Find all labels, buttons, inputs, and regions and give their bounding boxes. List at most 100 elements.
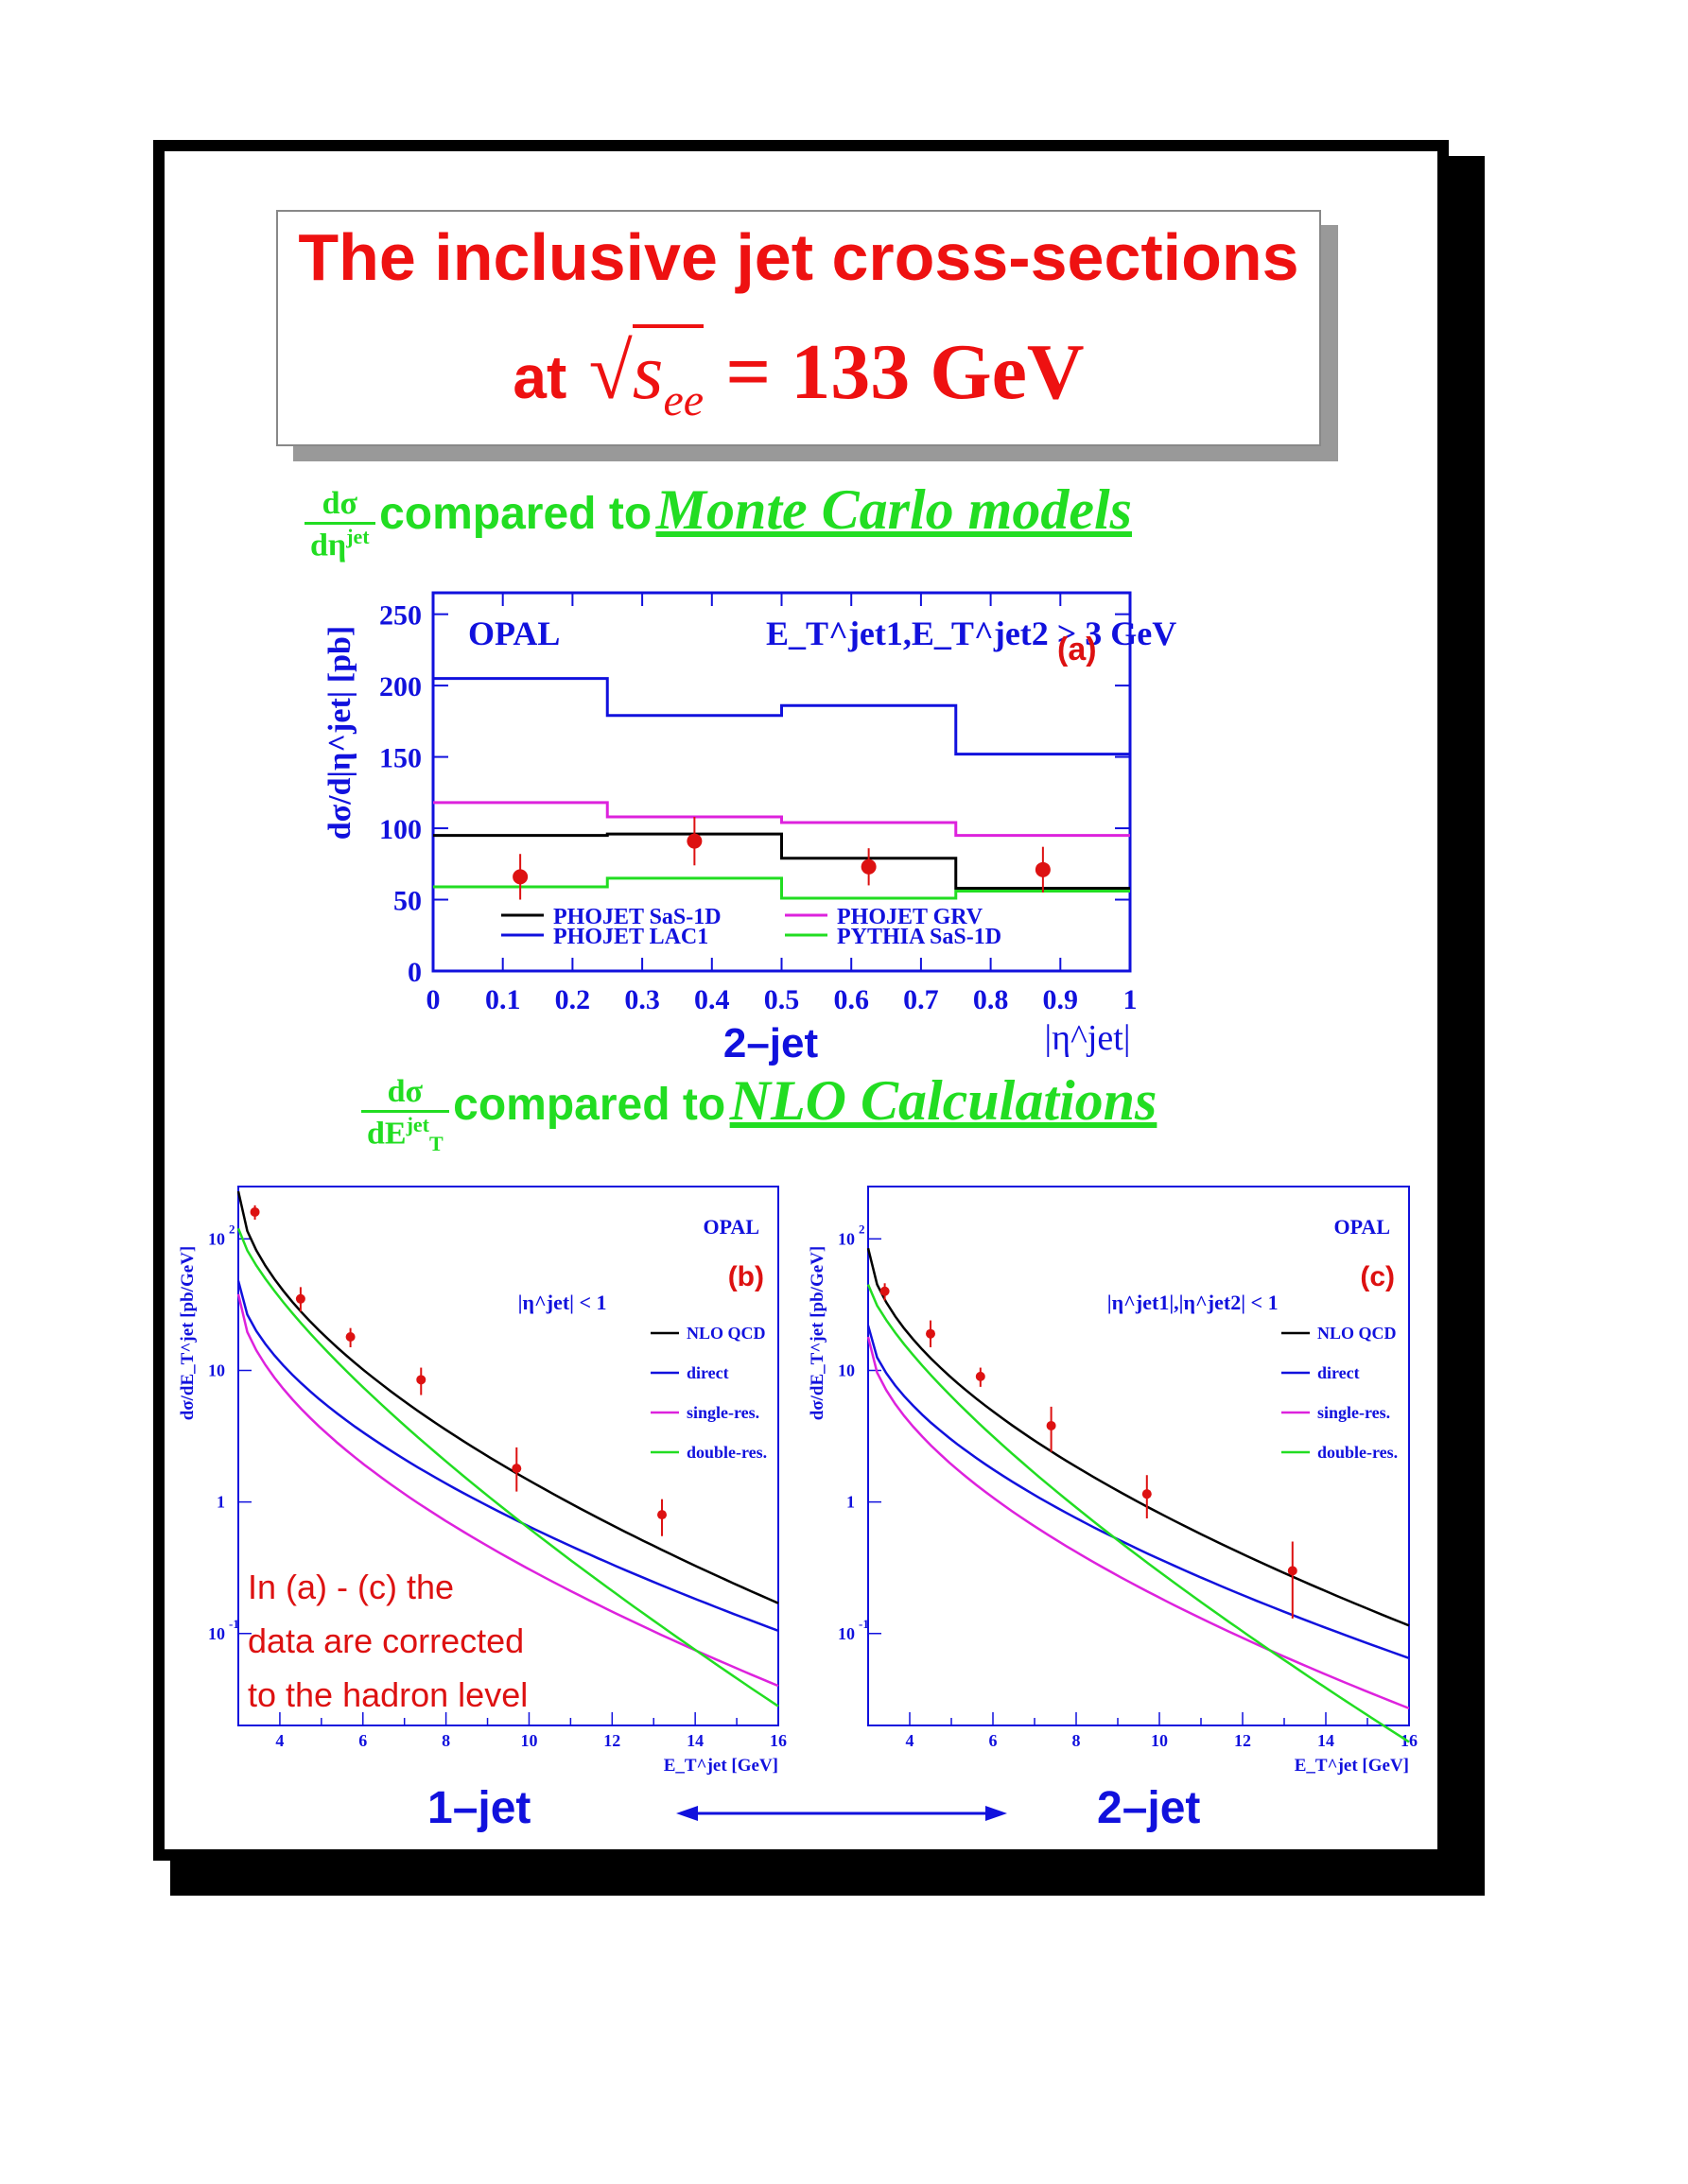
experiment-label: OPAL xyxy=(468,615,560,652)
x-axis-label: |η^jet| xyxy=(1045,1018,1131,1058)
data-point xyxy=(1046,1420,1056,1430)
legend-label: single-res. xyxy=(687,1403,759,1422)
x-tick-label: 8 xyxy=(1072,1731,1081,1750)
cut-label: |η^jet1|,|η^jet2| < 1 xyxy=(1107,1291,1279,1314)
x-tick-label: 0 xyxy=(426,984,441,1015)
footnote: In (a) - (c) the data are corrected to t… xyxy=(248,1560,528,1722)
x-tick-label: 0.3 xyxy=(624,984,660,1015)
cut-label: |η^jet| < 1 xyxy=(518,1291,607,1314)
x-tick-label: 0.6 xyxy=(833,984,869,1015)
x-axis-label: E_T^jet [GeV] xyxy=(664,1756,778,1776)
label-1jet: 1–jet xyxy=(427,1783,531,1833)
legend-label: PHOJET SaS-1D xyxy=(553,905,722,929)
legend-label: NLO QCD xyxy=(687,1324,766,1343)
y-tick-label: 100 xyxy=(379,814,422,845)
series-phojet-sas-1d xyxy=(433,832,1130,890)
subheading-mc: dσ dηjet compared to Monte Carlo models xyxy=(305,477,1132,563)
x-tick-label: 10 xyxy=(1151,1731,1168,1750)
frac-den-var: dη xyxy=(310,527,347,563)
y-tick-label: 250 xyxy=(379,600,422,632)
x-tick-label: 1 xyxy=(1123,984,1138,1015)
label-2jet: 2–jet xyxy=(1097,1783,1201,1833)
legend-label: double-res. xyxy=(687,1443,767,1462)
y-tick-exp: 2 xyxy=(229,1222,235,1236)
data-point xyxy=(657,1510,668,1520)
series-nlo-qcd xyxy=(236,1190,779,1604)
y-axis-label: dσ/dE_T^jet [pb/GeV] xyxy=(178,1246,198,1420)
subheading-emph: Monte Carlo models xyxy=(655,478,1132,541)
panel-label: (c) xyxy=(1360,1261,1395,1292)
footnote-line1: In (a) - (c) the xyxy=(248,1568,455,1606)
cut-label: E_T^jet1,E_T^jet2 > 3 GeV xyxy=(766,615,1176,652)
y-tick-label: 10 xyxy=(838,1229,855,1248)
y-tick-label: 10 xyxy=(838,1361,855,1379)
y-tick-exp: 2 xyxy=(859,1222,865,1236)
x-tick-label: 0.8 xyxy=(973,984,1009,1015)
frac-num: dσ xyxy=(305,486,375,525)
series-double-res- xyxy=(866,1284,1410,1743)
frac-den-var: dE xyxy=(367,1116,407,1152)
subheading-nlo: dσ dEjetT compared to NLO Calculations xyxy=(361,1068,1157,1156)
data-point xyxy=(513,869,529,885)
x-tick-label: 4 xyxy=(275,1731,284,1750)
frac-den: dηjet xyxy=(305,525,375,563)
data-point xyxy=(295,1293,305,1304)
y-tick-label: 10 xyxy=(208,1624,225,1643)
frac-dsigma-deta: dσ dηjet xyxy=(305,486,375,563)
series-double-res- xyxy=(236,1227,779,1707)
sqrt-sub: ee xyxy=(663,374,705,425)
series-single-res- xyxy=(866,1336,1410,1710)
data-point xyxy=(416,1375,426,1385)
subheading-text: compared to xyxy=(379,489,653,539)
x-tick-label: 0.9 xyxy=(1043,984,1079,1015)
experiment-label: OPAL xyxy=(1334,1215,1390,1239)
arrow-head-left xyxy=(676,1806,698,1821)
x-tick-label: 16 xyxy=(770,1731,787,1750)
x-tick-label: 8 xyxy=(442,1731,450,1750)
frac-den-sup: jet xyxy=(346,524,370,548)
footnote-line3: to the hadron level xyxy=(248,1675,529,1714)
sqrt-radicand: see xyxy=(632,324,705,425)
title-line1: The inclusive jet cross-sections xyxy=(298,220,1299,294)
series-direct xyxy=(236,1280,779,1632)
frac-den-sup: jet xyxy=(406,1113,430,1137)
y-tick-exp: -1 xyxy=(859,1617,869,1631)
x-tick-label: 6 xyxy=(358,1731,367,1750)
series-single-res- xyxy=(236,1293,779,1688)
x-tick-label: 10 xyxy=(520,1731,537,1750)
plot-frame xyxy=(867,1186,1410,1726)
legend-label: double-res. xyxy=(1317,1443,1398,1462)
data-point xyxy=(861,858,877,875)
y-tick-exp: -1 xyxy=(229,1617,239,1631)
panel-label: (a) xyxy=(1057,632,1097,667)
series-nlo-qcd xyxy=(866,1247,1410,1627)
sqrt-symbol: √ xyxy=(588,328,633,416)
x-tick-label: 0.4 xyxy=(694,984,730,1015)
series-direct xyxy=(866,1325,1410,1659)
y-tick-label: 0 xyxy=(408,957,422,988)
legend-label: single-res. xyxy=(1317,1403,1390,1422)
data-point xyxy=(1141,1489,1152,1499)
data-point xyxy=(1035,861,1051,877)
y-axis-label: dσ/dE_T^jet [pb/GeV] xyxy=(808,1246,827,1420)
arrow-head-right xyxy=(985,1806,1007,1821)
panel-label: (b) xyxy=(728,1261,764,1292)
series-phojet-grv xyxy=(433,801,1130,838)
x-tick-label: 0.7 xyxy=(903,984,939,1015)
legend-label: PYTHIA SaS-1D xyxy=(837,925,1001,949)
y-tick-label: 1 xyxy=(217,1493,225,1512)
title-energy: = 133 GeV xyxy=(725,328,1085,416)
legend-label: PHOJET LAC1 xyxy=(553,925,708,949)
frac-num: dσ xyxy=(361,1074,449,1114)
y-tick-label: 200 xyxy=(379,671,422,702)
y-tick-label: 1 xyxy=(846,1493,855,1512)
title-line2: at √see = 133 GeV xyxy=(278,324,1319,426)
frac-dsigma-det: dσ dEjetT xyxy=(361,1074,449,1156)
subheading-text: compared to xyxy=(453,1080,726,1130)
data-point xyxy=(687,833,703,849)
experiment-label: OPAL xyxy=(704,1215,759,1239)
legend-label: direct xyxy=(687,1363,729,1382)
